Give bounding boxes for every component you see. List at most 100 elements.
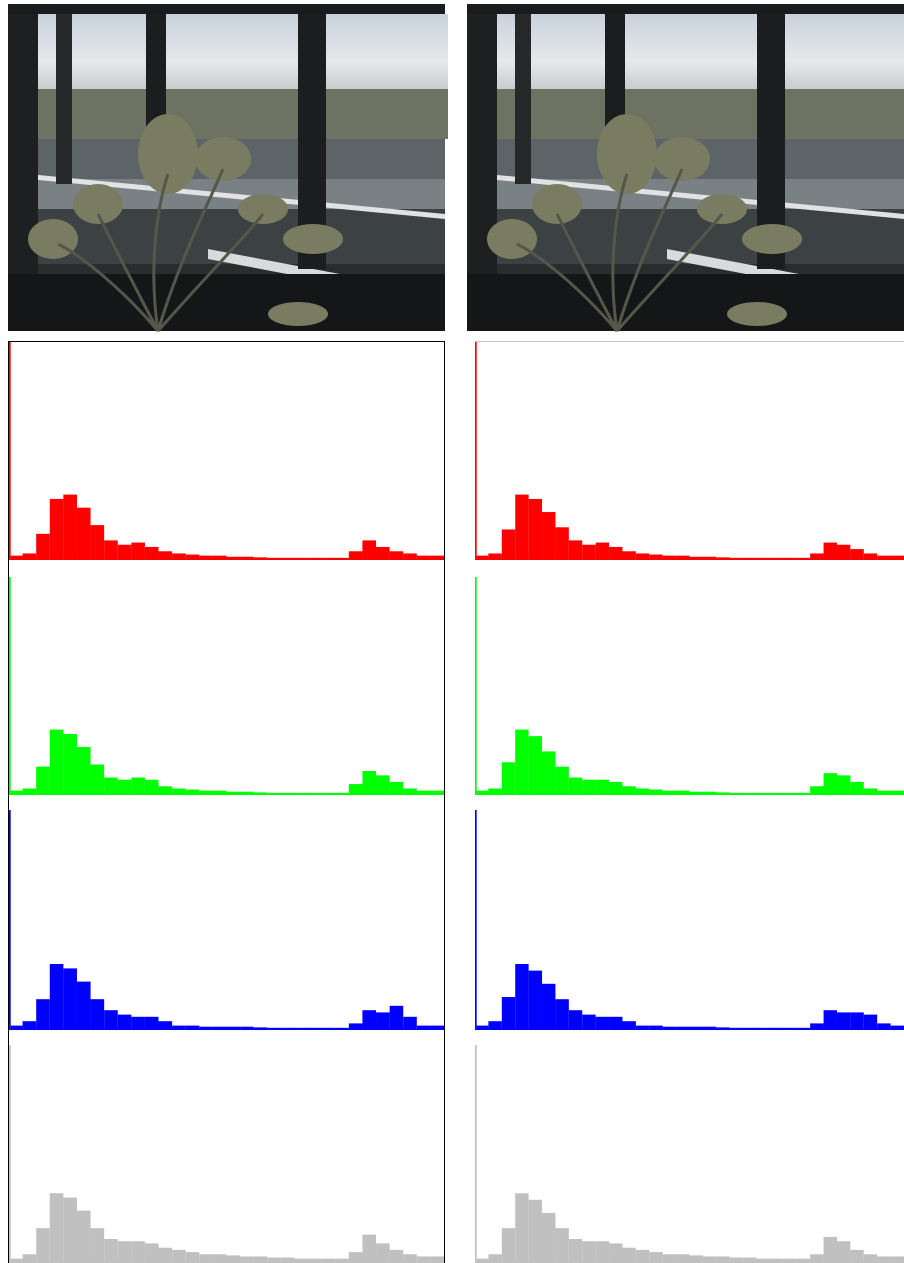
histogram-bar	[555, 766, 569, 795]
histogram-bar	[515, 1193, 529, 1263]
histogram-bar	[348, 551, 363, 560]
histogram-bar	[117, 544, 132, 560]
histogram-bar	[716, 557, 730, 560]
histogram-bar	[729, 1027, 744, 1030]
histogram-bar	[104, 1239, 118, 1263]
histogram-bar	[890, 1256, 904, 1263]
histogram-bar	[501, 997, 516, 1030]
histogram-bar	[635, 553, 650, 560]
histogram-bar	[783, 792, 797, 795]
histogram-bar	[280, 1257, 295, 1263]
histogram-bar	[9, 577, 11, 795]
histogram-bar	[769, 557, 784, 560]
histogram-bar	[702, 791, 717, 795]
histogram-bar	[676, 1254, 690, 1263]
histogram-bar	[796, 557, 811, 560]
histogram-bar	[253, 557, 268, 560]
histogram-bar	[22, 788, 37, 795]
histogram-bar	[63, 1197, 77, 1263]
histogram-bar	[595, 542, 610, 560]
histogram-bar	[199, 790, 213, 795]
histogram-bar	[676, 555, 690, 560]
histogram-bar	[743, 1027, 757, 1030]
histogram-bar	[22, 1254, 37, 1263]
histogram-bar	[49, 1193, 64, 1263]
histogram-bar	[501, 1228, 516, 1263]
histogram-bar	[662, 1254, 677, 1263]
histogram-bar	[389, 781, 404, 795]
histogram-bar	[416, 555, 431, 560]
histogram-bar	[403, 1254, 417, 1263]
histogram-bar	[321, 557, 336, 560]
histogram-bar	[475, 577, 477, 795]
histogram-bar	[158, 1247, 173, 1263]
histogram-bar	[104, 540, 118, 560]
histogram-bar	[555, 527, 569, 560]
histogram-bar	[172, 788, 186, 795]
histogram-bar	[376, 546, 390, 560]
histogram-bar	[729, 792, 744, 795]
histogram-bar	[90, 1228, 105, 1263]
histogram-bar	[743, 557, 757, 560]
histogram-bar	[117, 779, 132, 795]
histogram-bar	[890, 555, 904, 560]
histogram-bar	[90, 525, 105, 560]
histogram-bar	[890, 1025, 904, 1030]
histogram-bar	[476, 1258, 489, 1263]
histogram-bar	[850, 549, 864, 560]
histogram-bar	[49, 729, 64, 795]
histogram-bar	[308, 1258, 322, 1263]
histogram-bar	[850, 1012, 864, 1030]
histogram-bar	[689, 1026, 703, 1030]
histogram-bar	[226, 791, 241, 795]
histogram-bar	[104, 777, 118, 795]
histogram-bar	[568, 777, 583, 795]
histogram-bar	[501, 529, 516, 560]
histogram-bar	[335, 1258, 349, 1263]
histogram-bar	[769, 1027, 784, 1030]
histogram-bar	[267, 1027, 281, 1030]
histogram-bar	[622, 551, 636, 560]
histogram-bar	[836, 1012, 851, 1030]
histogram-bar	[783, 557, 797, 560]
histogram-bar	[662, 1026, 677, 1030]
histogram-bar	[622, 786, 636, 795]
histogram-bar	[321, 792, 336, 795]
histogram-bar	[475, 810, 477, 1030]
histogram-bar	[199, 1026, 213, 1030]
histogram-bar	[389, 1249, 404, 1263]
histogram-bar	[515, 729, 529, 795]
histogram-bar	[515, 964, 529, 1030]
histogram-bar	[294, 792, 309, 795]
histogram-bar	[582, 779, 596, 795]
histogram-bar	[850, 781, 864, 795]
histogram-bar	[555, 999, 569, 1030]
histogram-bar	[212, 555, 227, 560]
histogram-bar	[212, 1254, 227, 1263]
histogram-bar	[335, 557, 349, 560]
histogram-bar	[769, 1258, 784, 1263]
histogram-bar	[595, 1241, 610, 1263]
histogram-bar	[158, 1021, 173, 1030]
histogram-bar	[335, 1027, 349, 1030]
histogram-bar	[890, 790, 904, 795]
histogram-bar	[756, 1027, 770, 1030]
histogram-bar	[212, 790, 227, 795]
histogram-bar	[595, 779, 610, 795]
histogram-bar	[635, 788, 650, 795]
histogram-bar	[863, 553, 878, 560]
histogram-bar	[321, 1027, 336, 1030]
histogram-bar	[49, 498, 64, 560]
histogram-bar	[689, 791, 703, 795]
histogram-bar	[836, 1241, 851, 1263]
histogram-bar	[240, 1026, 254, 1030]
histogram-bar	[158, 786, 173, 795]
histogram-bar	[542, 1212, 556, 1263]
histogram-bar	[158, 551, 173, 560]
histogram-bar	[568, 540, 583, 560]
histogram-bar	[416, 1256, 431, 1263]
histogram-bar	[63, 733, 77, 795]
histogram-bar	[321, 1258, 336, 1263]
